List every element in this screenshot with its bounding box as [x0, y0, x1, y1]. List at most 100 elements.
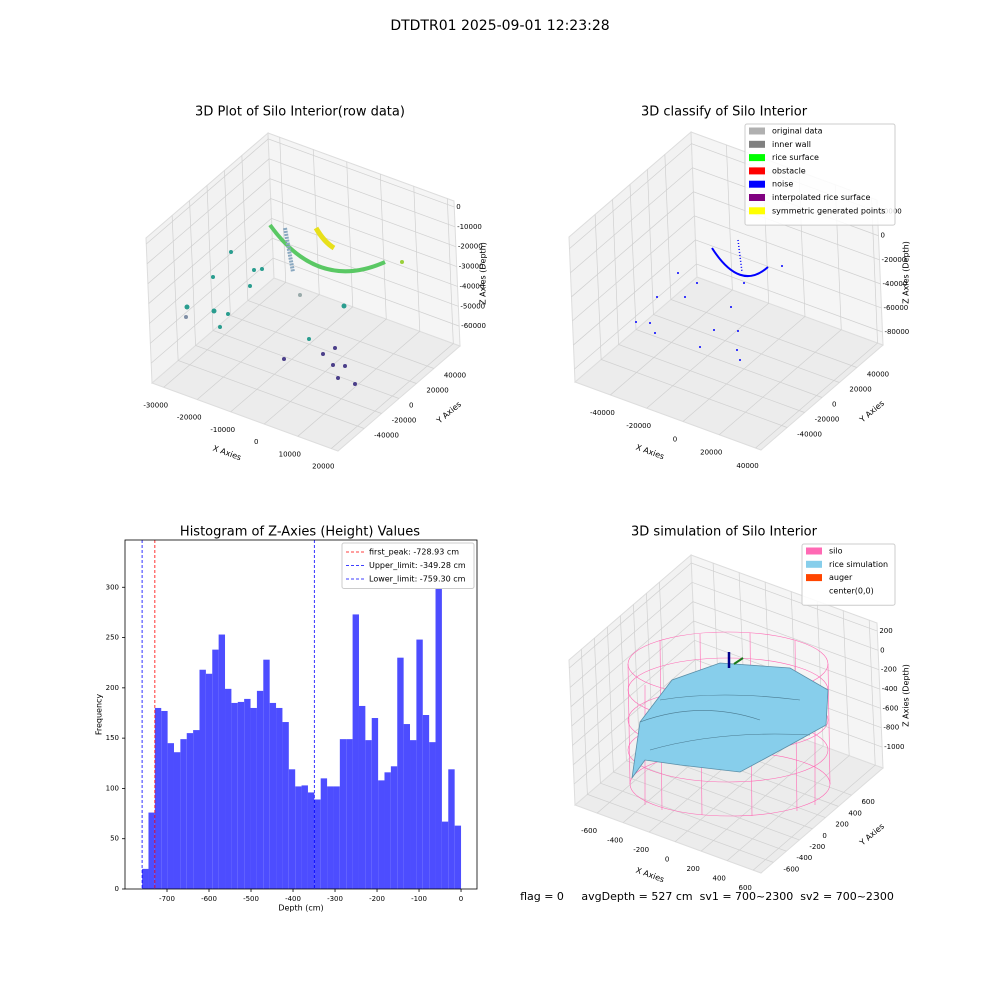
grid-line [629, 184, 823, 398]
x-tick-label: -400 [607, 837, 623, 845]
bar [333, 786, 340, 889]
legend-label: Upper_limit: -349.28 cm [369, 561, 466, 570]
grid-line [197, 149, 320, 400]
bar [454, 825, 462, 889]
x-tick-label: -30000 [143, 401, 168, 409]
legend-box [744, 123, 896, 226]
y-tick-label: -20000 [815, 416, 840, 424]
x-tick-label: 10000 [279, 450, 301, 458]
grid-line [594, 214, 788, 428]
z-tick-label: -200 [881, 666, 897, 674]
bar [371, 718, 379, 889]
bar [231, 702, 238, 889]
grid-line [297, 186, 421, 437]
grid-line [573, 239, 882, 346]
bar [410, 740, 417, 889]
y-tick-label: 200 [835, 821, 848, 829]
bar [218, 634, 226, 889]
x-tick-label: -500 [243, 895, 259, 903]
y-tick-label: 200 [106, 684, 119, 692]
bar [397, 657, 404, 889]
bar [167, 743, 174, 889]
z-tick-label: -800 [883, 724, 899, 732]
x-tick-label: 20000 [312, 463, 334, 471]
bar [142, 868, 149, 889]
grid-line [647, 169, 840, 383]
legend-swatch [806, 560, 822, 568]
point-cloud [283, 227, 295, 273]
y-axis-label: Y Axies [857, 399, 886, 425]
z-tick-label: -40000 [460, 282, 485, 290]
x-tick-label: -20000 [177, 414, 202, 422]
y-tick-label: 0 [822, 832, 826, 840]
x-tick-label: -100 [411, 895, 427, 903]
chart-title: 3D classify of Silo Interior [641, 105, 808, 120]
legend-swatch [806, 574, 822, 582]
y-tick-label: 300 [106, 583, 119, 591]
surface-mesh [639, 694, 811, 751]
bar [173, 752, 181, 889]
bar [441, 821, 449, 889]
decorations [184, 223, 831, 817]
grid-line [230, 161, 354, 413]
grid-line [146, 158, 456, 265]
x-axis-label: X Axies [635, 866, 666, 885]
x-tick-label: -40000 [590, 409, 615, 417]
legend-swatch [749, 207, 765, 215]
x-tick-label: -10000 [210, 426, 235, 434]
z-tick-label: -40000 [882, 280, 907, 288]
bar [352, 614, 359, 889]
x-tick-label: 0 [254, 438, 258, 446]
bar [180, 739, 187, 889]
grid-line [189, 200, 382, 414]
grid-line [752, 620, 876, 871]
legend-swatch [749, 167, 765, 175]
y-tick-label: 150 [106, 734, 119, 742]
grid-line [264, 174, 387, 425]
x-axis-label: X Axies [212, 444, 243, 463]
legend-box [801, 543, 896, 606]
z-tick-label: -20000 [881, 256, 906, 264]
y-tick-label: -600 [783, 865, 799, 873]
legend-swatch [806, 547, 822, 555]
grid-line [571, 191, 880, 298]
y-tick-label: 400 [848, 809, 861, 817]
bar [327, 786, 334, 889]
bar [358, 705, 366, 889]
legend-label: center(0,0) [829, 586, 874, 595]
x-tick-label: -400 [285, 895, 301, 903]
legend-swatch [806, 587, 822, 595]
bar [154, 707, 162, 889]
bar [365, 740, 372, 889]
grid-line [620, 615, 813, 830]
x-tick-label: -200 [633, 846, 649, 854]
y-tick-label: 40000 [444, 372, 466, 380]
y-tick-label: 20000 [426, 387, 448, 395]
legend-label: auger [829, 573, 853, 582]
y-tick-label: 100 [106, 784, 119, 792]
x-tick-label: 0 [665, 856, 669, 864]
grid-line [163, 137, 287, 388]
y-tick-label: 250 [106, 634, 119, 642]
bar [282, 722, 289, 889]
grid-line [150, 257, 460, 364]
z-tick-label: -60000 [883, 304, 908, 312]
bar [199, 669, 206, 889]
bar [225, 688, 232, 889]
bar [307, 792, 315, 889]
bar [429, 742, 436, 889]
bar [346, 739, 353, 889]
x-tick-label: -600 [201, 895, 217, 903]
z-tick-label: -400 [882, 685, 898, 693]
legend-label: Lower_limit: -759.30 cm [369, 575, 466, 584]
bar [378, 780, 385, 889]
bar [448, 769, 455, 889]
bar [390, 766, 398, 889]
legend-label: original data [772, 127, 823, 136]
chart-title: 3D Plot of Silo Interior(row data) [195, 105, 405, 120]
axes-frame [124, 539, 478, 890]
bar [256, 690, 264, 889]
y-tick-label: 50 [110, 835, 119, 843]
grid-line [719, 184, 842, 436]
point-cloud [313, 226, 336, 251]
